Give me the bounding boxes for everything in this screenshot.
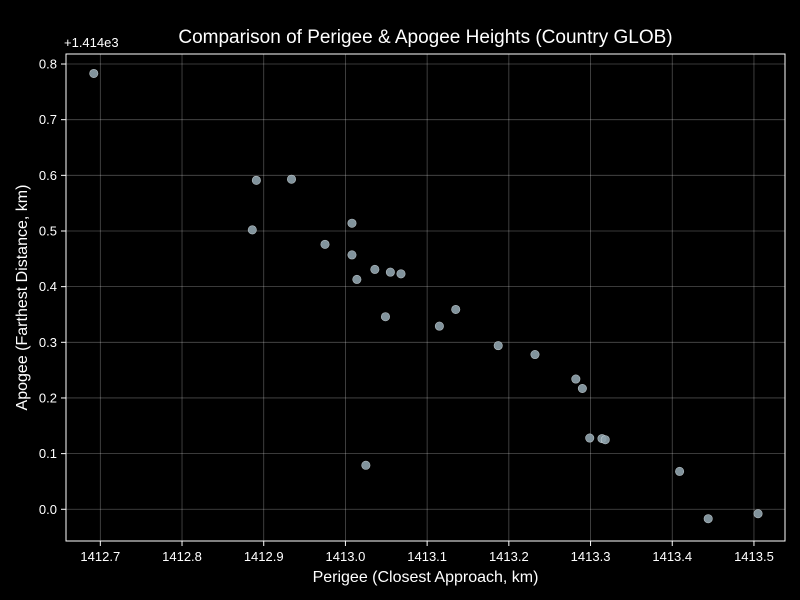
y-tick-label: 0.6 <box>39 168 57 183</box>
y-tick-label: 0.1 <box>39 446 57 461</box>
data-point <box>434 321 444 331</box>
data-point <box>361 460 371 470</box>
data-point <box>530 350 540 360</box>
x-tick-label: 1413.1 <box>407 549 447 564</box>
y-tick-label: 0.5 <box>39 223 57 238</box>
x-tick-label: 1413.0 <box>326 549 366 564</box>
y-tick-label: 0.7 <box>39 112 57 127</box>
x-tick-label: 1413.2 <box>489 549 529 564</box>
data-point <box>571 374 581 384</box>
data-point <box>577 383 587 393</box>
data-points <box>89 68 763 524</box>
data-point <box>380 312 390 322</box>
x-tick-label: 1413.3 <box>571 549 611 564</box>
data-point <box>600 435 610 445</box>
data-point <box>320 239 330 249</box>
plot-frame <box>65 53 786 542</box>
data-point <box>396 269 406 279</box>
grid <box>66 54 785 541</box>
data-point <box>370 264 380 274</box>
data-point <box>585 433 595 443</box>
x-tick-label: 1413.4 <box>652 549 692 564</box>
y-tick-label: 0.3 <box>39 335 57 350</box>
x-tick-label: 1413.5 <box>734 549 774 564</box>
y-tick-label: 0.8 <box>39 57 57 72</box>
data-point <box>703 514 713 524</box>
data-point <box>89 68 99 78</box>
data-point <box>287 174 297 184</box>
x-axis-label: Perigee (Closest Approach, km) <box>313 569 539 586</box>
y-axis-offset-label: +1.414e3 <box>64 35 119 50</box>
y-tick-label: 0.4 <box>39 279 57 294</box>
data-point <box>753 509 763 519</box>
chart-title: Comparison of Perigee & Apogee Heights (… <box>178 27 672 48</box>
data-point <box>493 341 503 351</box>
x-tick-label: 1412.9 <box>244 549 284 564</box>
data-point <box>352 274 362 284</box>
data-point <box>675 466 685 476</box>
x-tick-label: 1412.7 <box>80 549 120 564</box>
y-tick-label: 0.0 <box>39 502 57 517</box>
y-axis-label: Apogee (Farthest Distance, km) <box>14 185 31 411</box>
x-tick-label: 1412.8 <box>162 549 202 564</box>
data-point <box>385 267 395 277</box>
axis-ticks: 1412.7 1412.8 1412.9 1413.0 1413.1 1413.2 1413… <box>39 57 774 564</box>
data-point <box>347 218 357 228</box>
data-point <box>451 304 461 314</box>
data-point <box>347 250 357 260</box>
data-point <box>251 175 261 185</box>
y-tick-label: 0.2 <box>39 390 57 405</box>
data-point <box>247 225 257 235</box>
